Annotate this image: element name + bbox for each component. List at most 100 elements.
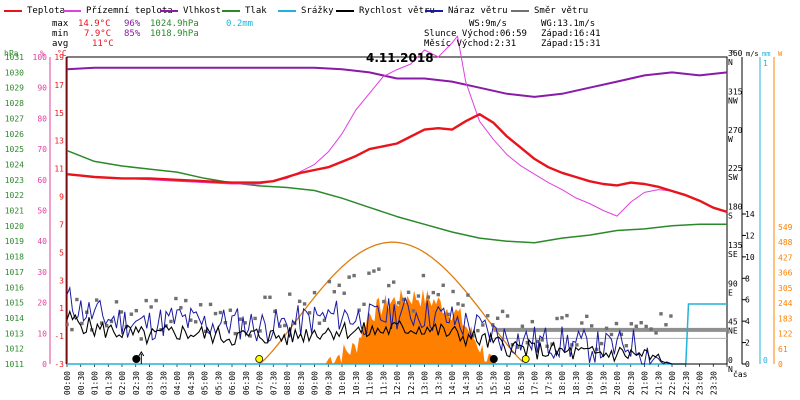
wind-direction-point [560,316,564,320]
wind-direction-point [580,321,584,325]
temp-axis-unit: °C [57,49,67,58]
legend-label: Náraz větru [448,6,508,16]
pressure-tick-label: 1028 [5,99,24,108]
wind-direction-point [203,329,208,334]
humidity-tick-label: 100 [33,53,48,62]
humidity-tick-label: 20 [37,299,47,308]
wind-direction-point [599,341,604,346]
info-moon-set: Západ:15:31 [541,39,601,49]
wind-calm-band [493,327,727,332]
wind-direction-point [624,344,629,348]
x-tick-label: 10:00 [338,371,347,395]
x-tick-label: 02:00 [118,371,127,395]
x-tick-label: 02:30 [132,371,141,395]
stat-max-hum: 96% [124,19,141,29]
wind-direction-point [634,324,638,329]
wind-direction-point [416,294,421,298]
wind-direction-point [174,296,178,301]
wind-direction-point [555,316,559,321]
temp-tick-label: 1 [59,304,64,313]
wind-direction-point [411,309,416,313]
solar-tick-label: 183 [778,314,793,323]
moonset-marker [489,355,498,363]
wind-direction-point [273,309,277,314]
wind-direction-point [401,297,406,302]
solar-tick-label: 549 [778,223,793,232]
legend-swatch [278,9,296,12]
pressure-tick-label: 1011 [5,360,24,369]
series-ground-temp [66,35,728,217]
temp-tick-label: 3 [59,276,64,285]
wind-direction-point [154,298,158,303]
wind-direction-point [347,275,351,279]
solar-tick-label: 427 [778,253,793,262]
wind-direction-point [95,298,99,302]
solar-tick-label: 366 [778,269,793,278]
legend-item: Tlak [222,5,267,17]
x-tick-label: 17:00 [531,371,540,395]
wind-direction-point [604,326,609,331]
solar-tick-label: 244 [778,299,793,308]
x-tick-label: 11:00 [366,371,375,395]
legend-label: Rychlost větru [359,6,435,16]
wind-direction-point [367,271,371,275]
legend-label: Přízemní teplota [86,6,173,16]
pressure-tick-label: 1017 [5,268,24,277]
wind-direction-point [109,319,114,324]
direction-tick-label: NE [728,327,738,336]
humidity-tick-label: 70 [37,145,47,154]
pressure-tick-label: 1014 [5,314,24,323]
wind-direction-point [654,331,658,335]
solar-tick-label: 61 [778,345,788,354]
x-tick-label: 05:00 [201,371,210,395]
wind-tick-label: 2 [745,339,750,348]
direction-tick-value: 315 [728,87,743,96]
x-tick-label: 15:30 [489,371,498,395]
wind-direction-point [495,316,500,320]
direction-tick-label: N [728,58,733,67]
x-tick-label: 22:00 [668,371,677,395]
stat-avg-label: avg [52,39,69,49]
wind-direction-point [461,303,465,307]
wind-direction-point [644,324,648,329]
wind-direction-point [104,323,109,328]
direction-axis-unit: ° [730,49,735,58]
wind-direction-point [456,302,460,306]
wind-direction-point [302,302,307,306]
wind-direction-point [288,292,292,296]
wind-direction-point [322,318,327,323]
wind-direction-point [228,308,233,312]
wind-direction-point [476,328,480,333]
wind-direction-point [649,327,653,331]
pressure-tick-label: 1029 [5,84,24,93]
pressure-tick-label: 1025 [5,145,24,154]
x-tick-label: 17:30 [544,371,553,395]
wind-direction-point [283,323,287,328]
wind-direction-point [119,310,124,314]
pressure-tick-label: 1022 [5,191,24,200]
x-tick-label: 18:00 [558,371,567,395]
wind-direction-point [590,324,594,328]
wind-direction-point [481,323,485,327]
wind-direction-point [129,312,134,316]
wind-direction-point [550,342,554,346]
temp-tick-label: 11 [54,165,64,174]
wind-direction-point [332,290,336,294]
humidity-axis-unit: % [40,49,45,58]
wind-direction-point [263,295,267,299]
wind-direction-point [441,283,445,287]
x-tick-label: 13:30 [434,371,443,395]
x-tick-label: 16:00 [503,371,512,395]
wind-direction-point [451,289,455,294]
wind-direction-point [421,273,426,278]
wind-direction-point [218,310,223,315]
wind-direction-point [575,343,579,347]
wind-direction-point [515,345,520,349]
x-tick-label: 18:30 [572,371,581,395]
wind-direction-point [179,306,183,310]
x-tick-label: 09:00 [311,371,320,395]
pressure-tick-label: 1024 [5,160,24,169]
wind-direction-point [80,321,84,326]
x-tick-label: 00:00 [63,371,72,395]
